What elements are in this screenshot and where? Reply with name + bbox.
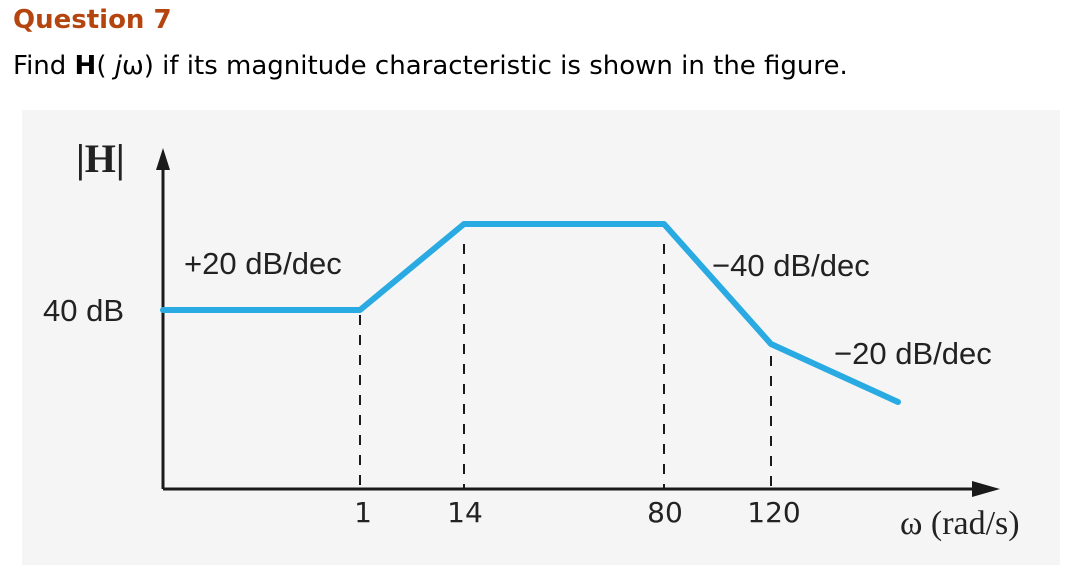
slope-label-rise: +20 dB/dec — [184, 246, 342, 281]
y-level-label: 40 dB — [43, 293, 124, 328]
x-axis-arrowhead — [972, 481, 1000, 497]
y-axis-arrowhead — [156, 148, 170, 170]
y-axis-label: |H| — [76, 136, 125, 181]
question-text: Find H( jω) if its magnitude characteris… — [13, 51, 848, 81]
question-text-prefix: Find — [13, 51, 75, 81]
slope-label-fall-gentle: −20 dB/dec — [834, 336, 992, 371]
question-title: Question 7 — [13, 5, 172, 35]
question-text-suffix: ) if its magnitude characteristic is sho… — [143, 51, 848, 81]
slope-label-fall-steep: −40 dB/dec — [712, 248, 870, 283]
question-text-omega: ω — [121, 51, 144, 81]
x-tick-120: 120 — [747, 496, 800, 529]
x-axis-label: ω (rad/s) — [900, 505, 1020, 542]
question-text-j: j — [114, 51, 122, 81]
question-text-paren: ( — [96, 51, 115, 81]
question-text-H: H — [74, 51, 97, 81]
x-tick-80: 80 — [647, 496, 683, 529]
magnitude-curve — [160, 221, 901, 405]
x-tick-14: 14 — [447, 496, 483, 529]
x-tick-1: 1 — [354, 496, 372, 529]
